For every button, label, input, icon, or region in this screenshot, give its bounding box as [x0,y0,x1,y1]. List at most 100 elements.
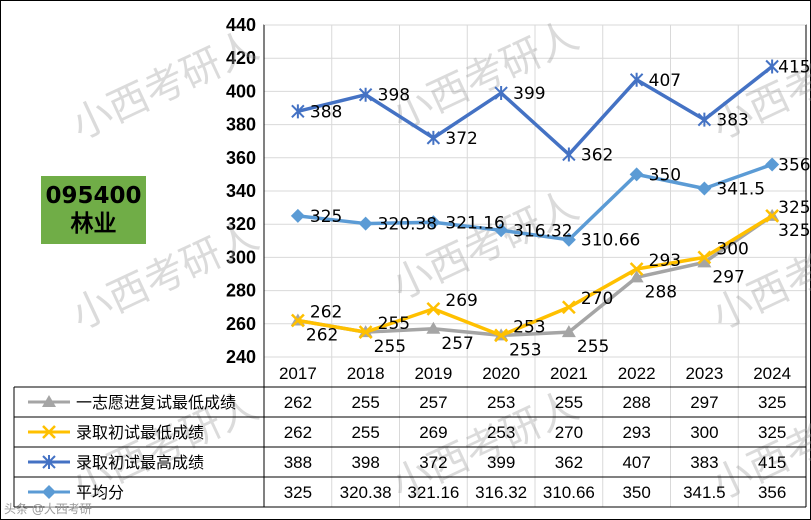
marker-star [629,72,644,87]
table-cell: 293 [622,423,650,442]
y-tick-label: 440 [226,15,256,35]
y-tick-label: 400 [226,81,256,101]
y-tick-label: 420 [226,48,256,68]
table-cell: 350 [622,483,650,502]
data-label: 300 [716,239,748,259]
table-cell: 388 [284,453,312,472]
data-label: 372 [445,129,477,149]
table-row-label: 录取初试最低成绩 [76,423,204,442]
y-tick-label: 320 [226,214,256,234]
table-cell: 362 [555,453,583,472]
y-tick-label: 260 [226,314,256,334]
table-cell: 341.5 [683,483,726,502]
series-line [297,214,774,338]
y-tick-label: 240 [226,347,256,367]
marker-diamond [561,232,576,247]
marker-star [765,59,779,74]
marker-diamond [697,181,712,196]
major-name: 林业 [70,211,117,237]
marker-star [42,455,56,469]
y-tick-label: 300 [226,247,256,267]
marker-triangle [561,325,576,338]
marker-triangle [629,270,644,283]
marker-star [291,104,305,119]
y-tick-label: 380 [226,115,256,135]
data-label: 255 [577,337,609,357]
table-cell: 321.16 [407,483,459,502]
marker-star [426,130,441,145]
table-cell: 320.38 [340,483,392,502]
marker-x [561,300,576,315]
grid [263,24,807,507]
data-label: 320.38 [378,215,437,235]
data-label: 356 [778,155,810,175]
data-table: 2017 2018 2019 2020 2021 2022 2023 2024 一志愿进复试最低… [13,364,806,508]
marker-x [42,425,56,439]
y-tick-label: 360 [226,148,256,168]
table-cell: 316.32 [475,483,527,502]
table-cell: 398 [351,453,379,472]
table-cell: 325 [284,483,312,502]
table-row-label: 平均分 [76,483,124,502]
marker-diamond [765,157,780,172]
series-line [297,65,774,157]
marker-diamond [42,485,56,499]
marker-triangle [426,321,441,334]
marker-x [765,209,780,223]
table-cell: 372 [419,453,447,472]
data-label: 262 [310,302,342,322]
data-label: 415 [778,58,810,78]
table-cell: 325 [758,423,786,442]
table-row-label: 录取初试最高成绩 [76,453,204,472]
data-label: 288 [645,282,677,302]
marker-x [697,250,712,265]
series-layer [290,59,780,343]
data-label: 388 [310,102,342,122]
data-label: 325 [310,207,342,227]
series-x [290,209,780,343]
table-header-year: 2023 [685,364,723,383]
data-label: 407 [649,71,681,91]
marker-diamond [629,167,644,182]
marker-triangle [42,395,56,407]
table-header-year: 2019 [414,364,452,383]
marker-x [290,313,305,328]
table-cell: 255 [351,393,379,412]
data-label: 269 [445,291,477,311]
data-label: 270 [581,289,613,309]
table-cell: 270 [555,423,583,442]
marker-diamond [358,216,373,231]
data-label: 255 [378,314,410,334]
table-header-year: 2021 [550,364,588,383]
data-label: 398 [378,86,410,106]
data-label: 316.32 [513,221,572,241]
table-cell: 356 [758,483,786,502]
table-cell: 383 [690,453,718,472]
table-header-year: 2018 [347,364,385,383]
footer-text: 头条 @大西考研 [4,502,92,516]
marker-triangle [697,255,712,268]
table-cell: 257 [419,393,447,412]
y-tick-label: 340 [226,181,256,201]
series-line [297,214,774,338]
data-label: 262 [306,325,338,345]
marker-star [562,147,576,162]
table-cell: 262 [284,393,312,412]
major-code: 095400 [45,183,142,209]
y-axis: 240 260 280 300 320 340 360 380 400 420 440 [226,15,256,367]
table-header-year: 2024 [753,364,791,383]
data-label: 255 [374,337,406,357]
marker-x [426,301,441,316]
marker-diamond [494,223,509,238]
data-label: 321.16 [445,213,504,233]
marker-x [629,262,644,276]
marker-diamond [290,208,305,223]
data-label: 257 [441,334,473,354]
series-star [291,59,779,162]
table-cell: 269 [419,423,447,442]
table-cell: 407 [622,453,650,472]
marker-star [358,87,373,102]
marker-diamond [426,215,441,230]
table-header-year: 2020 [482,364,520,383]
